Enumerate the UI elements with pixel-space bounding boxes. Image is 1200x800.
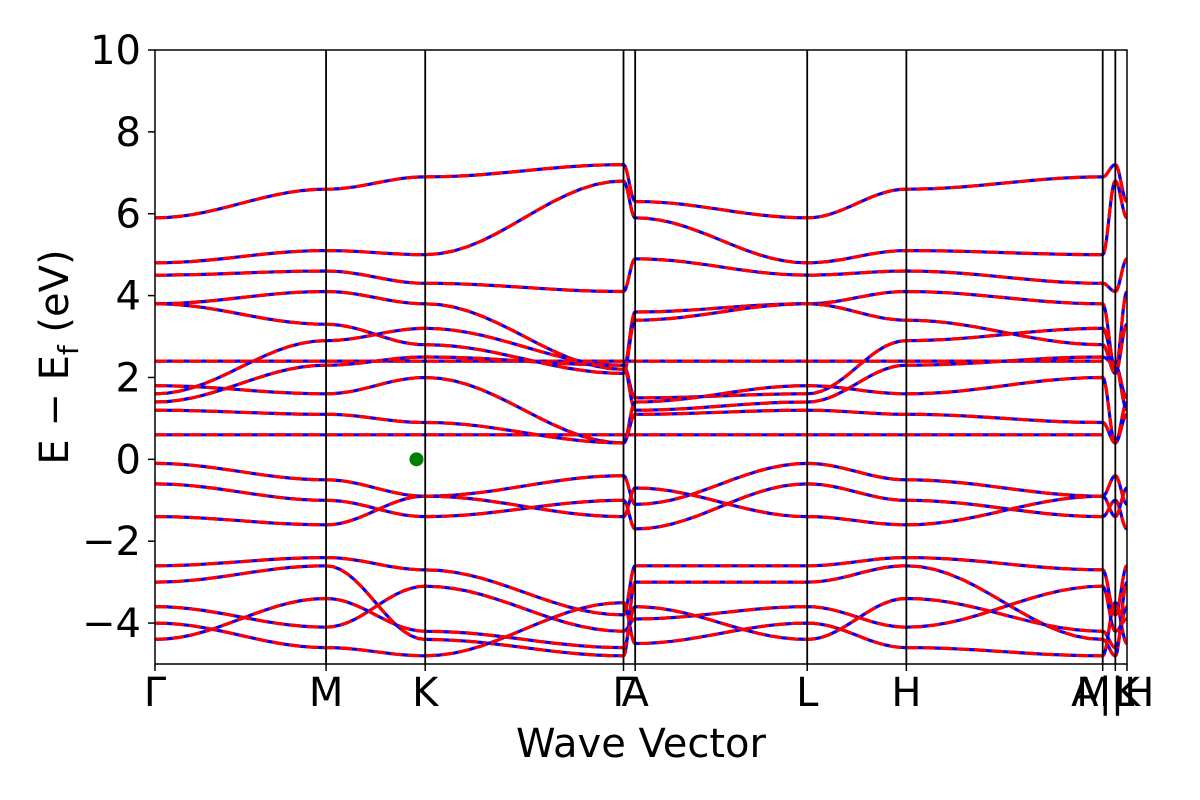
y-tick-label: 8 [116, 110, 141, 156]
band-17-dashed [155, 584, 1127, 633]
x-tick-label: M [309, 670, 344, 716]
x-tick-label: Γ [144, 670, 167, 716]
y-axis-title-main: E − E [32, 355, 78, 465]
x-axis: Γ M K ΓA L H A|LM|HK [144, 664, 1154, 716]
y-axis-title-tail: (eV) [32, 249, 78, 345]
kpath-lines [325, 50, 1117, 664]
band-6-dashed [155, 355, 1127, 412]
x-tick-label: K [412, 670, 440, 716]
x-tick-label: A|L [1071, 670, 1135, 716]
y-axis: −4 −2 0 2 4 6 8 10 [82, 28, 155, 647]
y-tick-label: 6 [116, 192, 141, 238]
fermi-marker [409, 452, 424, 467]
x-axis-title: Wave Vector [516, 721, 767, 767]
x-tick-label: Γ [612, 670, 635, 716]
bands-layer [155, 163, 1127, 658]
x-tick-label: K [1114, 670, 1142, 716]
y-tick-label: 0 [116, 437, 141, 483]
x-tick-label: H [891, 670, 921, 716]
y-axis-title-sub: f [52, 344, 85, 355]
band-9-dashed [155, 179, 1127, 265]
band-8-dashed [155, 408, 1127, 445]
band-3-dashed [155, 289, 1127, 371]
y-axis-title: E − Ef (eV) [32, 249, 85, 464]
band-7-dashed [155, 375, 1127, 445]
x-tick-label: L [796, 670, 819, 716]
band-14-dashed [155, 486, 1127, 527]
marker-layer [409, 452, 424, 467]
y-tick-label: 10 [90, 28, 141, 74]
y-tick-label: −2 [82, 519, 141, 565]
x-tick-label: A [621, 670, 649, 716]
band-10-dashed [155, 163, 1127, 220]
band-12-dashed [155, 461, 1127, 506]
band-18-dashed [155, 601, 1127, 658]
band-15-dashed [155, 556, 1127, 617]
y-tick-label: 2 [116, 355, 141, 401]
x-tick-label: M|H [1076, 670, 1154, 716]
band-11-dashed [155, 257, 1127, 294]
y-tick-label: 4 [116, 274, 141, 320]
band-5-dashed [155, 326, 1127, 400]
plot-frame [154, 49, 1128, 665]
band-16-solid [155, 564, 1127, 658]
y-tick-label: −4 [82, 601, 141, 647]
band-19-dashed [155, 596, 1127, 650]
